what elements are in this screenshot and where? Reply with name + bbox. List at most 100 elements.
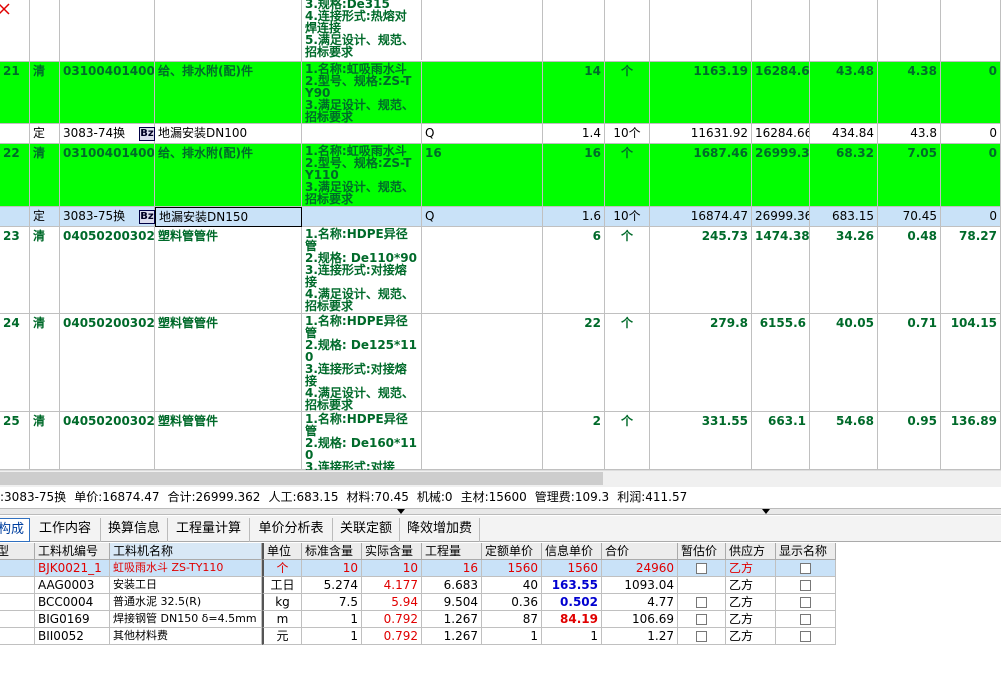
detail-cell: 7.5 xyxy=(302,594,362,611)
grid-cell: 1.4 xyxy=(543,124,605,144)
feature-line: 3.连接形式:对接 xyxy=(305,460,395,470)
detail-cell: 6.683 xyxy=(422,577,482,594)
detail-cell: 乙方 xyxy=(726,594,776,611)
detail-cell: 0.36 xyxy=(482,594,542,611)
detail-cell: 10 xyxy=(302,560,362,577)
tab[interactable]: 单价分析表 xyxy=(250,518,333,542)
detail-cell: 元 xyxy=(262,628,302,645)
grid-row xyxy=(0,207,1001,227)
detail-cell xyxy=(776,611,836,628)
checkbox[interactable] xyxy=(800,580,811,591)
detail-cell: 5.94 xyxy=(362,594,422,611)
grid-cell: 22 xyxy=(543,314,605,412)
feature-line: 2.型号、规格:ZS-TY90 xyxy=(305,74,412,100)
detail-cell xyxy=(776,560,836,577)
checkbox[interactable] xyxy=(696,597,707,608)
grid-cell: 78.27 xyxy=(941,227,1001,314)
grid-cell xyxy=(422,62,543,124)
status-item: 合计:26999.362 xyxy=(167,491,261,503)
grid-cell: 24 xyxy=(0,314,30,412)
feature-line: 2.规格: De160*110 xyxy=(305,436,418,462)
grid-cell xyxy=(302,124,422,144)
grid-cell: Q xyxy=(422,207,543,227)
splitter-arrow[interactable] xyxy=(397,509,405,514)
status-line: :3083-75换 单价:16874.47 合计:26999.362 人工:683.1… xyxy=(0,489,1001,505)
feature-line: 4.满足设计、规范、招标要求 xyxy=(305,287,414,313)
detail-header: 供应方 xyxy=(726,543,776,560)
tab[interactable]: 关联定额 xyxy=(333,518,400,542)
grid-cell: 10个 xyxy=(605,124,650,144)
detail-cell: 1560 xyxy=(542,560,602,577)
splitter-arrow[interactable] xyxy=(762,509,770,514)
tab[interactable]: 构成 xyxy=(0,518,30,542)
grid-cell xyxy=(0,0,30,62)
grid-cell: 塑料管管件 xyxy=(155,314,302,412)
status-item: 单价:16874.47 xyxy=(74,491,160,503)
detail-cell: 1093.04 xyxy=(602,577,678,594)
detail-header: 型 xyxy=(0,543,35,560)
grid-cell: 16 xyxy=(543,144,605,207)
grid-cell xyxy=(878,0,941,62)
checkbox[interactable] xyxy=(800,614,811,625)
grid-cell xyxy=(30,0,60,62)
grid-row xyxy=(0,314,1001,412)
feature-line: 3.满足设计、规范、招标要求 xyxy=(305,180,414,206)
detail-cell xyxy=(776,577,836,594)
grid-cell: 54.68 xyxy=(810,412,878,470)
detail-header: 暂估价 xyxy=(678,543,726,560)
splitter xyxy=(0,508,1001,515)
grid-cell: 1474.38 xyxy=(752,227,810,314)
detail-cell xyxy=(776,594,836,611)
feature-line: 3.满足设计、规范、招标要求 xyxy=(305,98,414,124)
detail-cell: kg xyxy=(262,594,302,611)
grid-row xyxy=(0,124,1001,144)
grid-cell: 031004014002 xyxy=(60,62,155,124)
grid-cell: 16874.47 xyxy=(650,207,752,227)
grid-cell: 0 xyxy=(941,207,1001,227)
detail-cell: 10 xyxy=(362,560,422,577)
checkbox[interactable] xyxy=(696,563,707,574)
detail-cell: m xyxy=(262,611,302,628)
checkbox[interactable] xyxy=(696,614,707,625)
grid-cell: 地漏安装DN100 xyxy=(155,124,302,144)
grid-row xyxy=(0,0,1001,62)
tab[interactable]: 工作内容 xyxy=(30,518,101,542)
grid-cell: 清 xyxy=(30,62,60,124)
status-item: :3083-75换 xyxy=(0,491,67,503)
checkbox[interactable] xyxy=(800,563,811,574)
grid-row xyxy=(0,412,1001,470)
tab[interactable]: 换算信息 xyxy=(101,518,168,542)
detail-cell: BII0052 xyxy=(35,628,110,645)
grid-cell: 11631.92 xyxy=(650,124,752,144)
grid-cell: 23 xyxy=(0,227,30,314)
checkbox[interactable] xyxy=(800,631,811,642)
grid-cell: 0.48 xyxy=(878,227,941,314)
checkbox[interactable] xyxy=(696,631,707,642)
grid-cell: 26999.36 xyxy=(752,144,810,207)
grid-cell: 70.45 xyxy=(878,207,941,227)
detail-cell: 163.55 xyxy=(542,577,602,594)
grid-cell xyxy=(422,0,543,62)
detail-cell xyxy=(678,560,726,577)
grid-cell xyxy=(302,207,422,227)
tab-bar xyxy=(0,516,1001,542)
tab[interactable]: 降效增加费 xyxy=(400,518,480,542)
grid-row xyxy=(0,62,1001,124)
detail-cell: 0.502 xyxy=(542,594,602,611)
feature-line: 4.满足设计、规范、招标要求 xyxy=(305,386,414,412)
grid-cell: 个 xyxy=(605,227,650,314)
detail-cell: 1.27 xyxy=(602,628,678,645)
feature-line: 3.连接形式:对接熔接 xyxy=(305,362,407,388)
feature-line: 5.满足设计、规范、招标要求 xyxy=(305,33,414,59)
tab[interactable]: 工程量计算 xyxy=(168,518,250,542)
grid-cell: 清 xyxy=(30,412,60,470)
detail-cell: 40 xyxy=(482,577,542,594)
detail-cell: 4.177 xyxy=(362,577,422,594)
status-item: 利润:411.57 xyxy=(617,491,688,503)
detail-cell: 虹吸雨水斗 ZS-TY110 xyxy=(110,560,262,577)
checkbox[interactable] xyxy=(800,597,811,608)
grid-cell xyxy=(422,227,543,314)
scroll-thumb xyxy=(0,472,603,485)
grid-cell: 0.71 xyxy=(878,314,941,412)
